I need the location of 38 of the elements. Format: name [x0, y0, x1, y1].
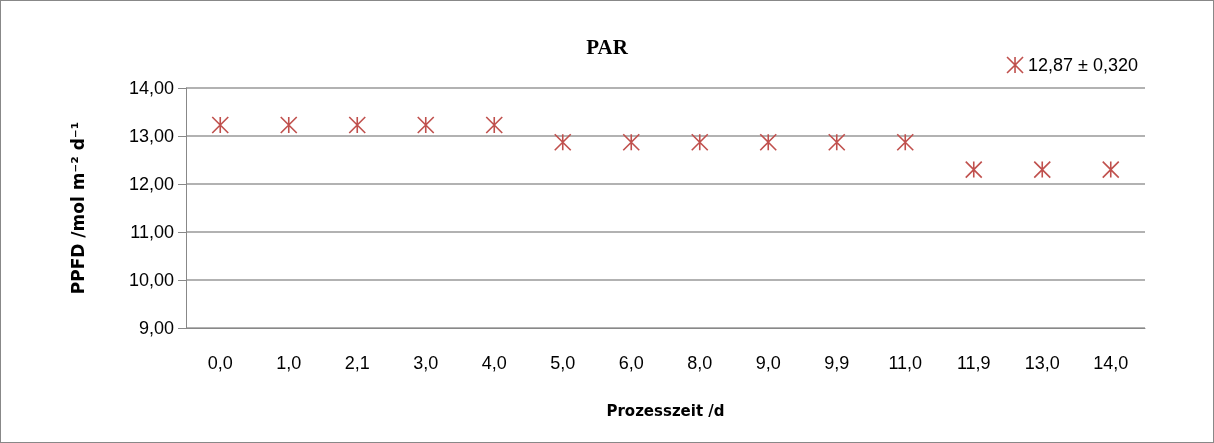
x-tick-label: 1,0 [276, 353, 302, 373]
x-tick-label: 5,0 [550, 353, 576, 373]
y-axis-title: PPFD /mol m⁻² d⁻¹ [67, 121, 88, 295]
x-tick-label: 9,0 [755, 353, 781, 373]
point [827, 133, 846, 152]
point [759, 133, 778, 152]
point [690, 133, 709, 152]
point [211, 116, 230, 134]
y-tick-label: 9,00 [138, 318, 174, 338]
x-tick-label: 13,0 [1024, 353, 1060, 373]
point [279, 116, 298, 134]
x-tick-label: 3,0 [413, 353, 439, 373]
legend-label: 12,87 ± 0,320 [1028, 55, 1138, 75]
x-tick-label: 2,1 [344, 353, 370, 373]
x-tick-label: 11,0 [888, 353, 923, 373]
y-tick-label: 13,00 [128, 126, 174, 146]
x-tick-label: 0,0 [207, 353, 233, 373]
point [1101, 160, 1120, 179]
y-tick-label: 14,00 [128, 78, 174, 98]
y-tick-label: 11,00 [130, 222, 174, 242]
point [553, 133, 572, 152]
point [896, 133, 915, 152]
x-tick-label: 9,9 [824, 353, 850, 373]
point [1033, 160, 1052, 179]
point [622, 133, 641, 152]
y-tick-label: 12,00 [128, 174, 174, 194]
x-tick-label: 8,0 [687, 353, 713, 373]
y-tick-label: 10,00 [128, 270, 174, 290]
chart-title: PAR [586, 34, 629, 59]
x-tick-label: 6,0 [618, 353, 644, 373]
point [416, 116, 435, 134]
point [485, 116, 504, 134]
x-axis-title: Prozesszeit /d [606, 401, 725, 420]
x-tick-label: 4,0 [481, 353, 507, 373]
x-tick-label: 11,9 [956, 353, 991, 373]
point [348, 116, 367, 134]
x-tick-label: 14,0 [1093, 353, 1129, 373]
point [964, 160, 983, 179]
